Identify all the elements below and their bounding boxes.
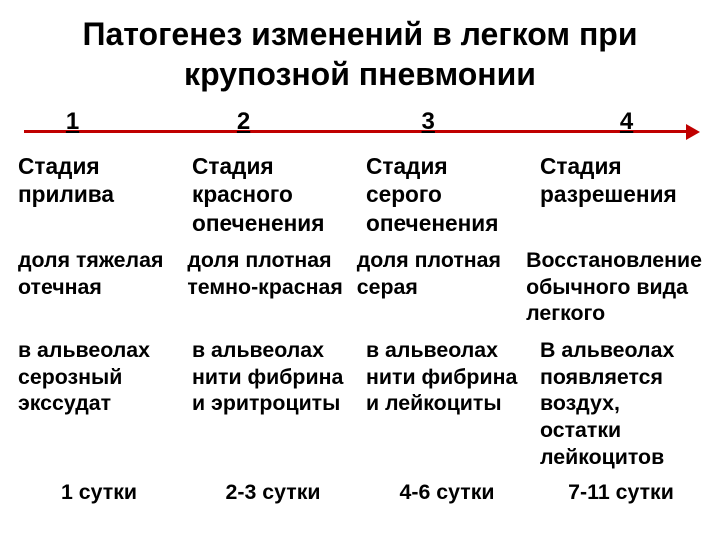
desc-2-2: в альвеолах нити фибрина и эритроциты	[192, 337, 354, 470]
desc-2-4: В альвеолах появляется воздух, остатки л…	[540, 337, 702, 470]
time-row: 1 сутки 2-3 сутки 4-6 сутки 7-11 сутки	[0, 480, 720, 505]
time-1: 1 сутки	[18, 480, 180, 505]
arrow-head-icon	[686, 124, 700, 140]
timeline-arrow: 1 2 3 4	[18, 108, 702, 144]
stage-name-1: Стадия прилива	[18, 152, 180, 237]
stage-names-row: Стадия прилива Стадия красного опеченени…	[0, 152, 720, 237]
stage-name-2: Стадия красного опеченения	[192, 152, 354, 237]
desc-2-1: в альвеолах серозный экссудат	[18, 337, 180, 470]
stage-name-3: Стадия серого опеченения	[366, 152, 528, 237]
desc-1-1: доля тяжелая отечная	[18, 247, 175, 327]
description-row-2: в альвеолах серозный экссудат в альвеола…	[0, 337, 720, 470]
time-2: 2-3 сутки	[192, 480, 354, 505]
desc-2-3: в альвеолах нити фибрина и лейкоциты	[366, 337, 528, 470]
stage-number-3: 3	[422, 108, 435, 136]
page-title: Патогенез изменений в легком при крупозн…	[0, 0, 720, 104]
description-row-1: доля тяжелая отечная доля плотная темно-…	[0, 247, 720, 327]
time-3: 4-6 сутки	[366, 480, 528, 505]
stage-name-4: Стадия разрешения	[540, 152, 702, 237]
desc-1-4: Восстановление обычного вида легкого	[526, 247, 702, 327]
time-4: 7-11 сутки	[540, 480, 702, 505]
desc-1-3: доля плотная серая	[357, 247, 514, 327]
desc-1-2: доля плотная темно-красная	[187, 247, 344, 327]
stage-number-4: 4	[620, 108, 633, 136]
stage-number-1: 1	[66, 108, 79, 136]
stage-number-2: 2	[237, 108, 250, 136]
arrow-line	[24, 130, 688, 133]
